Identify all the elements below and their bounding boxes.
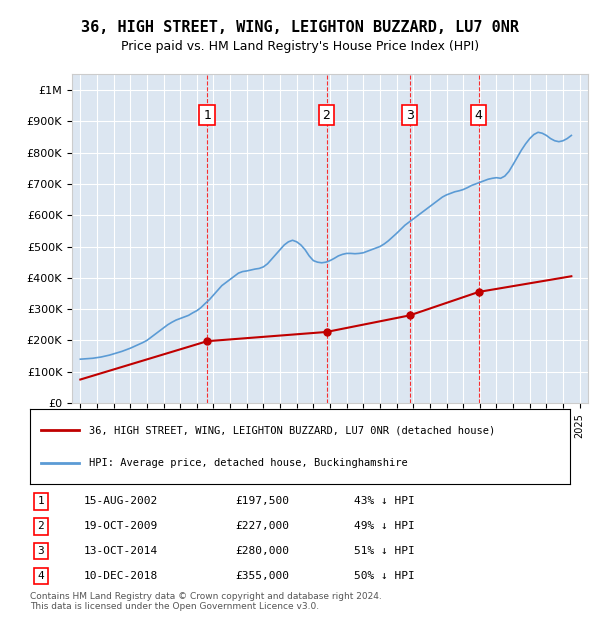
Text: 2: 2 [323,108,331,122]
Text: 15-AUG-2002: 15-AUG-2002 [84,497,158,507]
Text: £197,500: £197,500 [235,497,289,507]
Text: 43% ↓ HPI: 43% ↓ HPI [354,497,415,507]
Text: 50% ↓ HPI: 50% ↓ HPI [354,571,415,581]
Text: £227,000: £227,000 [235,521,289,531]
Text: Contains HM Land Registry data © Crown copyright and database right 2024.
This d: Contains HM Land Registry data © Crown c… [30,591,382,611]
Text: 13-OCT-2014: 13-OCT-2014 [84,546,158,556]
Text: 3: 3 [37,546,44,556]
Text: HPI: Average price, detached house, Buckinghamshire: HPI: Average price, detached house, Buck… [89,458,408,467]
Text: 4: 4 [37,571,44,581]
Text: £280,000: £280,000 [235,546,289,556]
Text: Price paid vs. HM Land Registry's House Price Index (HPI): Price paid vs. HM Land Registry's House … [121,40,479,53]
Text: £355,000: £355,000 [235,571,289,581]
Text: 2: 2 [37,521,44,531]
Text: 51% ↓ HPI: 51% ↓ HPI [354,546,415,556]
Text: 1: 1 [37,497,44,507]
Text: 1: 1 [203,108,211,122]
Text: 36, HIGH STREET, WING, LEIGHTON BUZZARD, LU7 0NR: 36, HIGH STREET, WING, LEIGHTON BUZZARD,… [81,20,519,35]
Text: 36, HIGH STREET, WING, LEIGHTON BUZZARD, LU7 0NR (detached house): 36, HIGH STREET, WING, LEIGHTON BUZZARD,… [89,425,496,435]
Text: 3: 3 [406,108,413,122]
Text: 4: 4 [475,108,483,122]
Text: 10-DEC-2018: 10-DEC-2018 [84,571,158,581]
Text: 19-OCT-2009: 19-OCT-2009 [84,521,158,531]
Text: 49% ↓ HPI: 49% ↓ HPI [354,521,415,531]
